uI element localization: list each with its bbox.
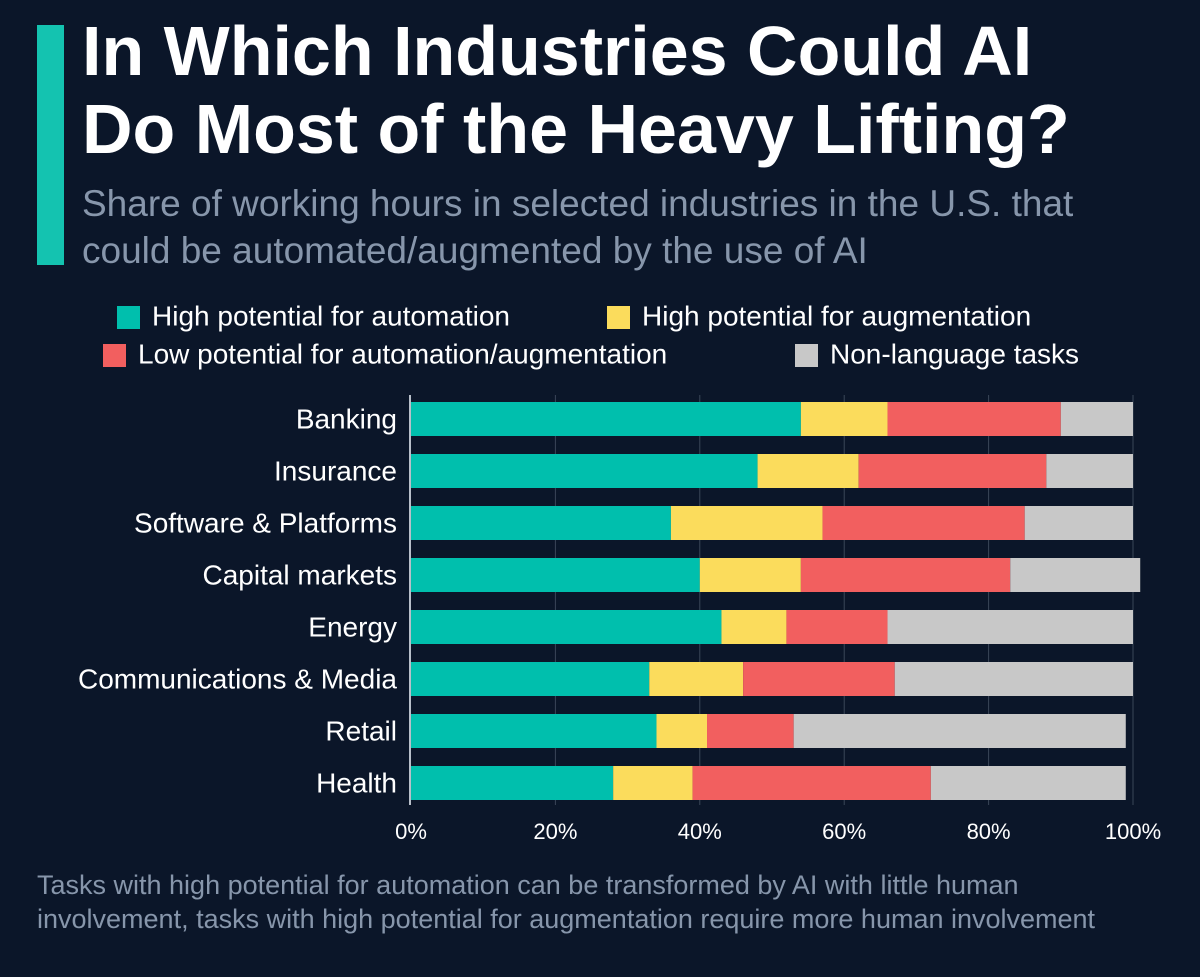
bar-segment bbox=[1046, 454, 1133, 488]
bar-segment bbox=[822, 506, 1025, 540]
bar-segment bbox=[707, 714, 794, 748]
bar-segment bbox=[800, 558, 1011, 592]
bar-segment bbox=[411, 558, 700, 592]
chart-subtitle: Share of working hours in selected indus… bbox=[82, 183, 1074, 271]
legend-swatch bbox=[607, 306, 630, 329]
bar-segment bbox=[411, 766, 614, 800]
bar-segment bbox=[411, 402, 801, 436]
y-tick-label: Retail bbox=[325, 715, 397, 746]
bar-segment bbox=[786, 610, 888, 644]
bar-segment bbox=[1060, 402, 1133, 436]
x-tick-label: 80% bbox=[967, 819, 1011, 844]
y-tick-label: Capital markets bbox=[202, 559, 397, 590]
y-tick-label: Insurance bbox=[274, 455, 397, 486]
bar-segment bbox=[793, 714, 1126, 748]
bar-segment bbox=[411, 454, 758, 488]
bar-segment bbox=[699, 558, 801, 592]
chart-title: In Which Industries Could AI Do Most of … bbox=[82, 12, 1070, 168]
legend-label: High potential for automation bbox=[152, 300, 510, 331]
bar-segment bbox=[670, 506, 823, 540]
bar-segment bbox=[858, 454, 1047, 488]
legend-label: Low potential for automation/augmentatio… bbox=[138, 338, 667, 369]
bar-segment bbox=[649, 662, 744, 696]
legend-swatch bbox=[795, 344, 818, 367]
x-tick-label: 60% bbox=[822, 819, 866, 844]
y-tick-label: Health bbox=[316, 767, 397, 798]
legend-label: High potential for augmentation bbox=[642, 300, 1031, 331]
bar-segment bbox=[411, 610, 722, 644]
bar-segment bbox=[930, 766, 1126, 800]
y-tick-label: Banking bbox=[296, 403, 397, 434]
x-tick-label: 100% bbox=[1105, 819, 1161, 844]
bar-segment bbox=[692, 766, 931, 800]
x-tick-label: 20% bbox=[533, 819, 577, 844]
legend-swatch bbox=[103, 344, 126, 367]
bar-segment bbox=[894, 662, 1133, 696]
bar-segment bbox=[887, 610, 1133, 644]
bar-segment bbox=[743, 662, 895, 696]
x-tick-label: 40% bbox=[678, 819, 722, 844]
bar-segment bbox=[757, 454, 859, 488]
bar-segment bbox=[411, 714, 657, 748]
bar-segment bbox=[721, 610, 787, 644]
bar-segment bbox=[887, 402, 1061, 436]
x-tick-label: 0% bbox=[395, 819, 427, 844]
y-tick-label: Communications & Media bbox=[78, 663, 397, 694]
bar-segment bbox=[411, 662, 650, 696]
bar-segment bbox=[800, 402, 888, 436]
y-tick-label: Software & Platforms bbox=[134, 507, 397, 538]
legend-label: Non-language tasks bbox=[830, 338, 1079, 369]
bar-segment bbox=[1024, 506, 1133, 540]
accent-bar bbox=[37, 25, 64, 265]
bar-segment bbox=[411, 506, 671, 540]
bar-segment bbox=[1010, 558, 1141, 592]
bar-segment bbox=[613, 766, 693, 800]
bar-segment bbox=[656, 714, 708, 748]
footnote: Tasks with high potential for automation… bbox=[37, 870, 1096, 934]
legend-swatch bbox=[117, 306, 140, 329]
y-tick-label: Energy bbox=[308, 611, 397, 642]
